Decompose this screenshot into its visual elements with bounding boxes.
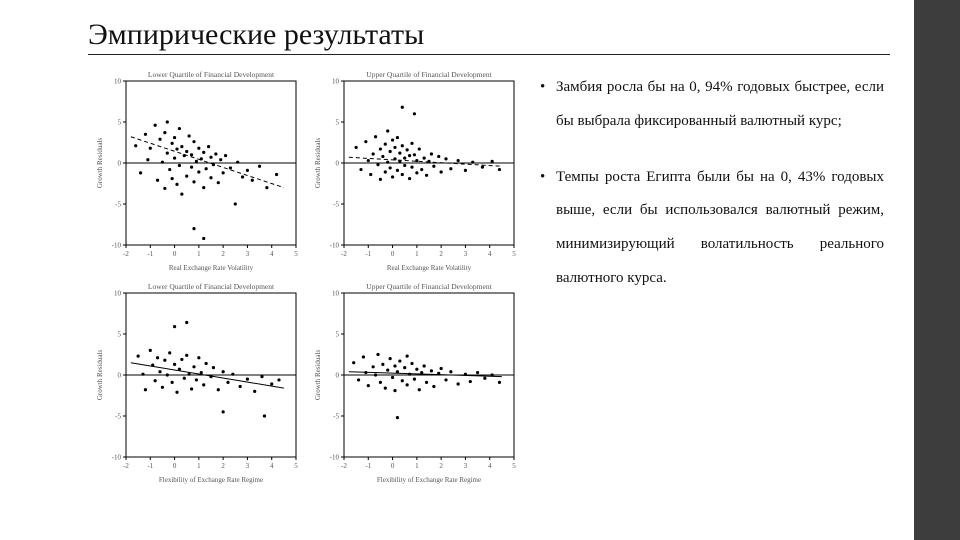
svg-text:5: 5 — [294, 462, 298, 470]
svg-text:Growth Residuals: Growth Residuals — [96, 138, 104, 189]
svg-text:2: 2 — [439, 462, 443, 470]
bullet-item: Темпы роста Египта были бы на 0, 43% год… — [540, 161, 884, 296]
svg-text:-1: -1 — [147, 462, 153, 470]
svg-text:5: 5 — [336, 331, 340, 339]
svg-text:5: 5 — [118, 331, 122, 339]
svg-text:Lower Quartile of Financial De: Lower Quartile of Financial Development — [148, 282, 275, 291]
scatter-panel: -2-1012345-10-50510Lower Quartile of Fin… — [92, 65, 304, 275]
scatter-panel: -2-1012345-10-50510Upper Quartile of Fin… — [310, 277, 522, 487]
svg-text:-5: -5 — [333, 201, 339, 209]
svg-text:Flexibility of Exchange Rate R: Flexibility of Exchange Rate Regime — [377, 476, 481, 484]
chart-grid-container: -2-1012345-10-50510Lower Quartile of Fin… — [92, 65, 522, 487]
svg-text:0: 0 — [173, 462, 177, 470]
svg-text:0: 0 — [118, 372, 122, 380]
svg-text:3: 3 — [464, 250, 468, 258]
svg-text:-10: -10 — [112, 242, 122, 250]
svg-text:0: 0 — [173, 250, 177, 258]
svg-text:Flexibility of Exchange Rate R: Flexibility of Exchange Rate Regime — [159, 476, 263, 484]
svg-text:-10: -10 — [112, 454, 122, 462]
svg-text:5: 5 — [294, 250, 298, 258]
scatter-panel: -2-1012345-10-50510Upper Quartile of Fin… — [310, 65, 522, 275]
svg-text:2: 2 — [439, 250, 443, 258]
svg-text:1: 1 — [415, 462, 419, 470]
svg-text:-10: -10 — [330, 454, 340, 462]
svg-text:-5: -5 — [115, 413, 121, 421]
content-row: -2-1012345-10-50510Lower Quartile of Fin… — [92, 65, 890, 487]
svg-text:3: 3 — [464, 462, 468, 470]
svg-text:1: 1 — [415, 250, 419, 258]
svg-text:-2: -2 — [123, 250, 129, 258]
svg-text:2: 2 — [221, 462, 225, 470]
bullet-item: Замбия росла бы на 0, 94% годовых быстре… — [540, 71, 884, 139]
svg-text:5: 5 — [336, 119, 340, 127]
svg-text:5: 5 — [512, 250, 516, 258]
svg-text:1: 1 — [197, 462, 201, 470]
svg-text:10: 10 — [114, 78, 122, 86]
svg-text:-1: -1 — [147, 250, 153, 258]
svg-text:-5: -5 — [115, 201, 121, 209]
svg-text:-2: -2 — [123, 462, 129, 470]
bullet-list: Замбия росла бы на 0, 94% годовых быстре… — [540, 65, 890, 487]
slide-body: Эмпирические результаты -2-1012345-10-50… — [0, 0, 914, 540]
svg-text:3: 3 — [246, 462, 250, 470]
svg-text:4: 4 — [488, 462, 492, 470]
svg-text:0: 0 — [118, 160, 122, 168]
svg-text:10: 10 — [332, 78, 340, 86]
svg-text:5: 5 — [118, 119, 122, 127]
svg-text:1: 1 — [197, 250, 201, 258]
svg-text:-2: -2 — [341, 462, 347, 470]
svg-text:4: 4 — [488, 250, 492, 258]
scatter-panel-grid: -2-1012345-10-50510Lower Quartile of Fin… — [92, 65, 522, 487]
svg-text:Upper Quartile of Financial De: Upper Quartile of Financial Development — [366, 282, 492, 291]
svg-text:0: 0 — [336, 160, 340, 168]
svg-text:Lower Quartile of Financial De: Lower Quartile of Financial Development — [148, 70, 275, 79]
svg-text:Real Exchange Rate Volatility: Real Exchange Rate Volatility — [387, 264, 472, 272]
svg-text:0: 0 — [391, 462, 395, 470]
svg-text:0: 0 — [391, 250, 395, 258]
svg-text:4: 4 — [270, 462, 274, 470]
svg-text:3: 3 — [246, 250, 250, 258]
svg-text:-1: -1 — [365, 462, 371, 470]
scatter-panel: -2-1012345-10-50510Lower Quartile of Fin… — [92, 277, 304, 487]
svg-text:Growth Residuals: Growth Residuals — [96, 350, 104, 401]
svg-text:Real Exchange Rate Volatility: Real Exchange Rate Volatility — [169, 264, 254, 272]
svg-text:Growth Residuals: Growth Residuals — [314, 138, 322, 189]
svg-text:-5: -5 — [333, 413, 339, 421]
svg-text:2: 2 — [221, 250, 225, 258]
slide-sidebar-stripe — [914, 0, 960, 540]
page-title: Эмпирические результаты — [88, 18, 890, 55]
svg-text:-1: -1 — [365, 250, 371, 258]
svg-text:Growth Residuals: Growth Residuals — [314, 350, 322, 401]
svg-text:5: 5 — [512, 462, 516, 470]
svg-text:0: 0 — [336, 372, 340, 380]
svg-text:Upper Quartile of Financial De: Upper Quartile of Financial Development — [366, 70, 492, 79]
svg-text:-2: -2 — [341, 250, 347, 258]
svg-text:-10: -10 — [330, 242, 340, 250]
svg-text:4: 4 — [270, 250, 274, 258]
svg-text:10: 10 — [114, 290, 122, 298]
svg-text:10: 10 — [332, 290, 340, 298]
